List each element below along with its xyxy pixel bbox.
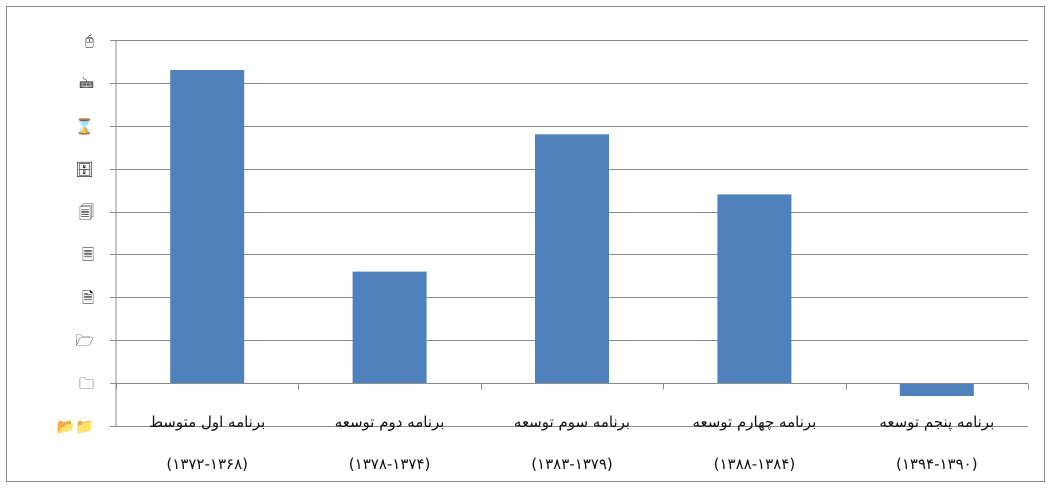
x-tick-label-years: (۱۳۸۳-۱۳۷۹) <box>531 455 613 473</box>
x-tick-label: برنامه دوم توسعه <box>335 413 445 431</box>
y-tick-label: 🗎 <box>82 289 94 307</box>
bar <box>899 383 974 396</box>
bar <box>717 194 792 384</box>
x-tick-label-years: (۱۳۹۴-۱۳۹۰) <box>896 455 978 473</box>
x-axis <box>116 383 1029 390</box>
bars <box>170 70 974 396</box>
y-tick-label: 🗀 <box>79 375 94 393</box>
x-tick-label-years: (۱۳۸۸-۱۳۸۴) <box>714 455 796 473</box>
x-axis-labels: برنامه اول متوسط (۱۳۷۲-۱۳۶۸) برنامه دوم تو… <box>149 413 994 473</box>
x-tick-label: برنامه سوم توسعه <box>514 413 630 431</box>
y-tick-label: 🖰 <box>85 32 94 50</box>
y-tick-label: ⌛ <box>75 118 94 136</box>
x-tick-label-years: (۱۳۷۲-۱۳۶۸) <box>166 455 248 473</box>
x-tick-label: برنامه اول متوسط <box>149 413 265 431</box>
y-tick-label: 🖮 <box>79 75 94 93</box>
y-tick-label: 📂📁 <box>57 418 94 436</box>
x-tick-label-years: (۱۳۷۸-۱۳۷۴) <box>349 455 431 473</box>
y-axis: 📂📁 🗀 🗁 🗎 🗏 🗐 🗄 ⌛ 🖮 🖰 <box>57 32 117 436</box>
y-tick-label: 🗄 <box>75 161 94 179</box>
x-tick-label: برنامه چهارم توسعه <box>692 413 816 431</box>
bar <box>535 134 609 384</box>
y-tick-label: 🗐 <box>79 203 94 222</box>
bar <box>170 70 245 384</box>
x-tick-label: برنامه پنجم توسعه <box>879 413 994 432</box>
y-tick-label: 🗏 <box>82 246 94 264</box>
bar <box>352 271 427 384</box>
y-tick-label: 🗁 <box>75 332 94 350</box>
